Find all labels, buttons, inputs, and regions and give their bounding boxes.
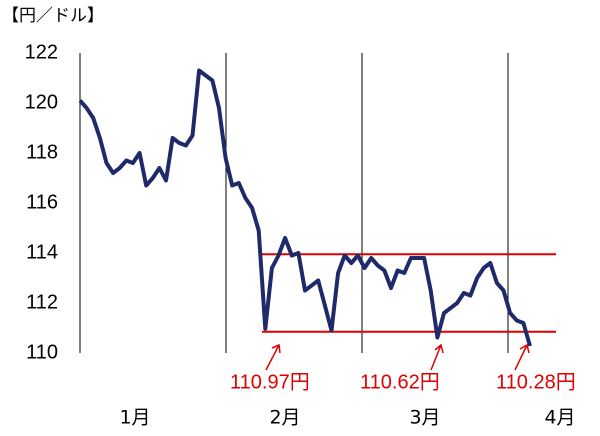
y-tick-label: 110 bbox=[26, 341, 58, 363]
arrow bbox=[430, 343, 444, 371]
y-tick-label: 122 bbox=[25, 41, 58, 63]
x-group-label: 3月 bbox=[409, 407, 440, 429]
arrows bbox=[265, 343, 530, 371]
x-group-label: 4月 bbox=[544, 407, 575, 429]
annotation: 110.28円 bbox=[496, 371, 576, 393]
y-tick-label: 118 bbox=[26, 141, 58, 163]
line-series bbox=[78, 68, 532, 347]
x-group-label: 2月 bbox=[269, 407, 300, 429]
y-tick-label: 114 bbox=[26, 241, 58, 263]
arrow bbox=[265, 343, 281, 371]
y-axis-label: 【円／ドル】 bbox=[2, 6, 104, 26]
y-tick-label: 116 bbox=[26, 191, 58, 213]
month-separators bbox=[79, 53, 509, 353]
annotation: 110.97円 bbox=[230, 371, 310, 393]
x-group-label: 1月 bbox=[119, 407, 150, 429]
annotation: 110.62円 bbox=[360, 371, 440, 393]
arrow bbox=[514, 343, 530, 371]
y-tick-label: 120 bbox=[25, 91, 58, 113]
y-tick-label: 112 bbox=[26, 291, 58, 313]
